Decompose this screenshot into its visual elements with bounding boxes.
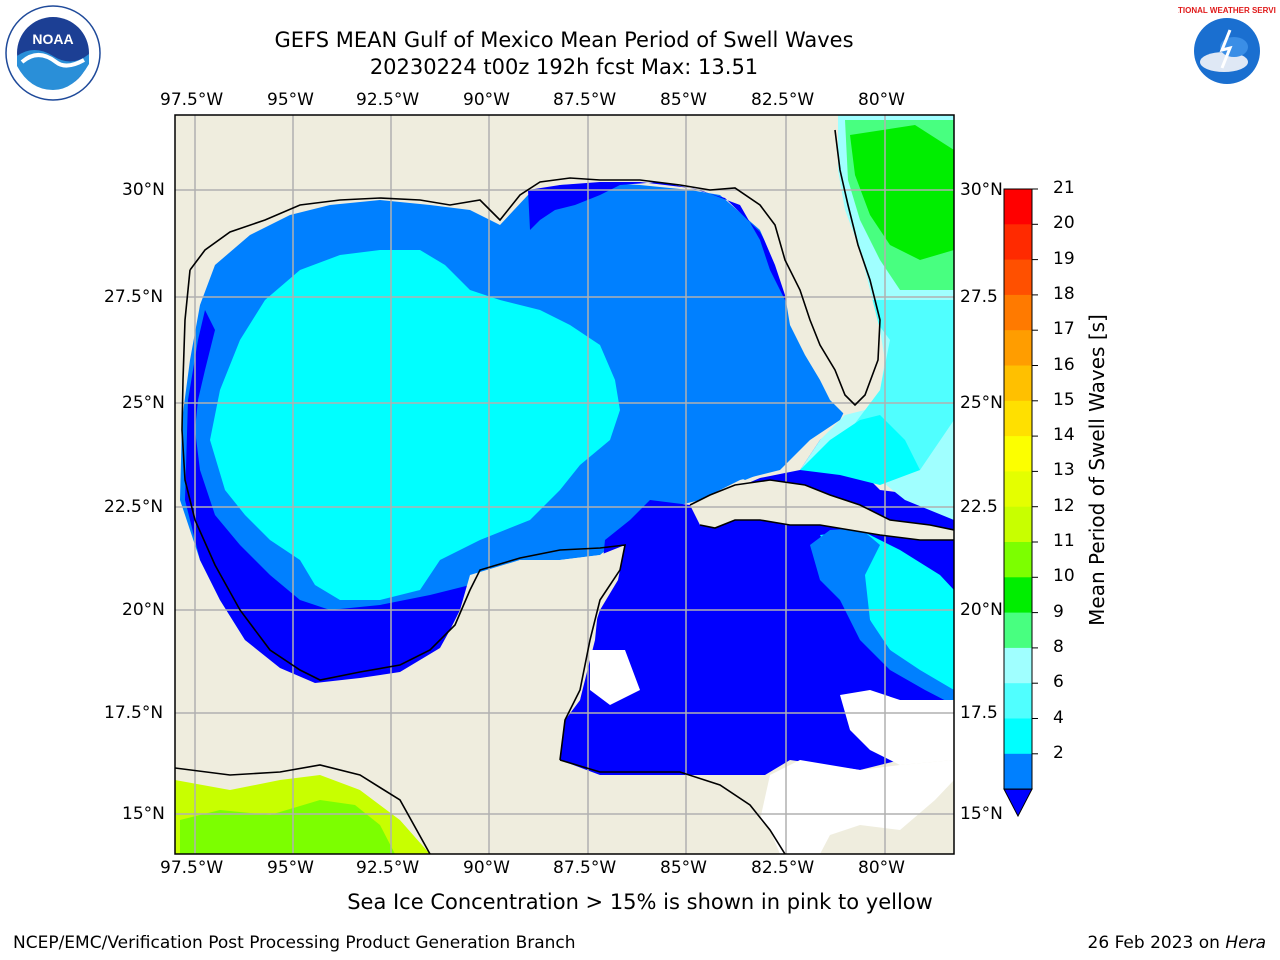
- lon-label-bottom: 85°W: [660, 858, 707, 878]
- colorbar-segment: [1004, 330, 1032, 366]
- colorbar-tick-label: 17: [1053, 319, 1075, 340]
- colorbar-tick-label: 6: [1053, 672, 1064, 693]
- chart-title: GEFS MEAN Gulf of Mexico Mean Period of …: [274, 28, 854, 52]
- colorbar-segment: [1004, 612, 1032, 649]
- graticule: [175, 115, 954, 854]
- colorbar-tick-label: 18: [1053, 283, 1075, 304]
- lat-label-right: 17.5: [960, 703, 998, 723]
- colorbar-tick-label: 10: [1053, 566, 1075, 587]
- footer-date: 26 Feb 2023 on Hera: [1088, 933, 1266, 953]
- lon-label-bottom: 80°W: [858, 858, 905, 878]
- colorbar-title: Mean Period of Swell Waves [s]: [1085, 314, 1109, 626]
- nws-logo: NATIONAL WEATHER SERVICE: [1178, 5, 1276, 97]
- colorbar-tick-label: 11: [1053, 531, 1075, 551]
- lon-label-bottom: 92.5°W: [356, 858, 420, 878]
- colorbar-segment: [1004, 471, 1032, 508]
- lon-label-top: 80°W: [858, 90, 905, 110]
- lon-label-bottom: 90°W: [463, 858, 510, 878]
- colorbar-tick-label: 13: [1053, 460, 1075, 481]
- colorbar: [1003, 188, 1038, 818]
- colorbar-segment: [1004, 224, 1032, 261]
- florida-land: [760, 195, 885, 415]
- colorbar-segment: [1004, 542, 1032, 578]
- colorbar-segment: [1004, 718, 1032, 755]
- lon-label-top: 92.5°W: [356, 90, 420, 110]
- lon-label-bottom: 82.5°W: [751, 858, 815, 878]
- caribbean-swell-2-4s: [810, 528, 954, 705]
- lon-label-top: 85°W: [660, 90, 707, 110]
- lat-label-left: 17.5°N: [104, 703, 164, 723]
- east-gulf-swell-2-4s-streak: [720, 400, 770, 480]
- colorbar-segment: [1004, 189, 1032, 225]
- lon-label-bottom: 95°W: [267, 858, 314, 878]
- footer-credit: NCEP/EMC/Verification Post Processing Pr…: [13, 933, 576, 953]
- lat-label-right: 15°N: [960, 804, 1003, 824]
- colorbar-frame: [1003, 188, 1033, 790]
- lat-label-right: 22.5: [960, 497, 998, 517]
- colorbar-tick-label: 12: [1053, 495, 1075, 516]
- colorbar-underflow-arrow: [1003, 788, 1033, 818]
- lon-label-bottom: 87.5°W: [553, 858, 617, 878]
- colorbar-segment: [1004, 753, 1032, 790]
- atlantic-swell-4-6s-patch: [800, 415, 920, 485]
- svg-text:NOAA: NOAA: [32, 31, 73, 47]
- lat-label-right: 20°N: [960, 600, 1003, 620]
- lat-label-left: 20°N: [122, 600, 165, 620]
- colorbar-segment: [1004, 647, 1032, 684]
- footer-date-text: 26 Feb 2023 on: [1087, 933, 1226, 953]
- no-data-caribbean: [760, 760, 954, 854]
- colorbar-segment: [1004, 577, 1032, 614]
- colorbar-tick-label: 21: [1053, 178, 1075, 198]
- coastlines: [175, 129, 954, 854]
- cuba-land: [690, 480, 954, 540]
- lon-label-top: 82.5°W: [751, 90, 815, 110]
- colorbar-tick-label: 4: [1053, 707, 1064, 728]
- colorbar-segment: [1004, 683, 1032, 719]
- gulf-swell-4-6s: [210, 250, 620, 600]
- colorbar-segment: [1004, 436, 1032, 472]
- lat-label-left: 22.5°N: [104, 497, 164, 517]
- colorbar-tick-label: 19: [1053, 248, 1075, 269]
- colorbar-tick-label: 16: [1053, 354, 1075, 375]
- sea-ice-note: Sea Ice Concentration > 15% is shown in …: [347, 890, 933, 914]
- central-america-land: [175, 760, 780, 854]
- svg-text:NATIONAL WEATHER SERVICE: NATIONAL WEATHER SERVICE: [1178, 6, 1276, 15]
- lon-label-top: 97.5°W: [160, 90, 224, 110]
- colorbar-segment: [1004, 400, 1032, 437]
- colorbar-tick-label: 2: [1053, 742, 1064, 763]
- no-data-yucatan-channel: [590, 650, 640, 705]
- chart-subtitle: 20230224 t00z 192h fcst Max: 13.51: [369, 55, 759, 79]
- colorbar-segment: [1004, 294, 1032, 331]
- atlantic-swell-10-11s: [850, 125, 954, 260]
- lat-label-right: 30°N: [960, 180, 1003, 200]
- colorbar-tick-label: 9: [1053, 601, 1064, 622]
- colorbar-tick-label: 15: [1053, 389, 1075, 410]
- lon-label-top: 95°W: [267, 90, 314, 110]
- lat-label-right: 25°N: [960, 393, 1003, 413]
- colorbar-tick-label: 14: [1053, 425, 1075, 446]
- no-data-caribbean-2: [840, 690, 954, 765]
- colorbar-tick-label: 8: [1053, 636, 1064, 657]
- colorbar-segment: [1004, 506, 1032, 543]
- lat-label-right: 27.5: [960, 287, 998, 307]
- west-gulf-swell-lt2s: [185, 310, 470, 683]
- colorbar-segment: [1004, 259, 1032, 296]
- lon-label-top: 87.5°W: [553, 90, 617, 110]
- map-frame: [174, 114, 955, 855]
- lat-label-left: 30°N: [122, 180, 165, 200]
- east-gulf-swell-lt2s: [528, 182, 954, 775]
- colorbar-tick-label: 20: [1053, 213, 1075, 234]
- lat-label-left: 15°N: [122, 804, 165, 824]
- lat-label-left: 27.5°N: [104, 287, 164, 307]
- noaa-logo: NOAA: [5, 5, 101, 101]
- colorbar-segment: [1004, 365, 1032, 402]
- lon-label-top: 90°W: [463, 90, 510, 110]
- lat-label-left: 25°N: [122, 393, 165, 413]
- lon-label-bottom: 97.5°W: [160, 858, 224, 878]
- footer-host: Hera: [1225, 933, 1266, 953]
